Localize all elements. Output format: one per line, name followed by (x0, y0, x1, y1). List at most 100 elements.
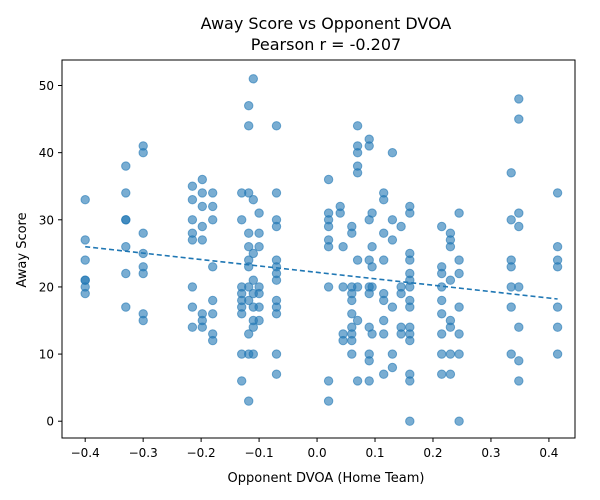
y-tick-label: 50 (39, 79, 54, 93)
data-point (197, 322, 208, 332)
x-tick-label: 0.3 (481, 446, 500, 460)
data-point (323, 174, 334, 185)
data-point (514, 356, 524, 366)
data-point (248, 275, 259, 285)
data-point (552, 262, 563, 272)
data-point (271, 121, 282, 131)
data-point (335, 208, 345, 218)
trend-line (85, 245, 558, 300)
data-point (454, 302, 464, 312)
data-point (187, 235, 198, 245)
data-point (379, 329, 389, 339)
data-point (405, 335, 415, 346)
data-point (271, 369, 282, 379)
data-point (197, 235, 208, 245)
data-point (197, 221, 208, 232)
data-point (352, 282, 363, 292)
data-point (121, 215, 131, 225)
data-point (323, 221, 334, 232)
data-point (445, 322, 456, 332)
x-tick-label: 0.1 (365, 446, 384, 460)
data-point (437, 295, 447, 306)
data-point (454, 416, 464, 426)
data-point (244, 329, 254, 339)
data-point (254, 315, 264, 326)
data-point (138, 148, 148, 158)
data-point (387, 235, 398, 245)
data-point (405, 376, 415, 386)
data-point (254, 242, 264, 252)
data-point (445, 369, 456, 379)
data-point (437, 329, 447, 339)
data-point (208, 201, 218, 212)
data-point (248, 248, 259, 259)
data-point (197, 174, 208, 185)
data-point (352, 255, 363, 265)
data-point (437, 309, 447, 319)
data-point (514, 221, 524, 232)
scatter-points (80, 74, 563, 426)
data-point (379, 369, 389, 379)
data-point (454, 349, 464, 359)
y-tick-label: 40 (39, 146, 54, 160)
data-point (121, 161, 131, 171)
data-point (552, 188, 563, 198)
data-point (254, 228, 264, 238)
data-point (454, 329, 464, 339)
plot-area: −0.4 −0.3 −0.2 −0.1 0.0 0.1 0.2 0.3 0.4 0 10 20 30 4… (39, 59, 576, 460)
data-point (80, 255, 90, 265)
y-axis-ticks: 0 10 20 30 40 50 (39, 79, 62, 429)
data-point (367, 282, 377, 292)
data-point (454, 208, 464, 218)
data-point (364, 356, 374, 366)
data-point (244, 282, 254, 292)
data-point (138, 268, 148, 279)
data-point (396, 288, 406, 299)
data-point (208, 309, 218, 319)
data-point (208, 215, 218, 225)
data-point (208, 335, 218, 346)
data-point (323, 396, 334, 406)
data-point (248, 195, 259, 205)
data-point (437, 349, 447, 359)
data-point (514, 376, 524, 386)
data-point (387, 362, 398, 373)
data-point (271, 188, 282, 198)
data-point (121, 302, 131, 312)
data-point (367, 208, 377, 218)
x-tick-label: −0.4 (71, 446, 100, 460)
data-point (323, 282, 334, 292)
data-point (405, 302, 415, 312)
data-point (248, 322, 259, 332)
data-point (248, 349, 259, 359)
data-point (506, 349, 516, 359)
x-axis-label: Opponent DVOA (Home Team) (228, 471, 425, 486)
data-point (121, 242, 131, 252)
data-point (445, 242, 456, 252)
data-point (347, 228, 357, 238)
data-point (437, 268, 447, 279)
data-point (271, 275, 282, 285)
data-point (208, 188, 218, 198)
data-point (352, 121, 363, 131)
data-point (379, 228, 389, 238)
data-point (445, 275, 456, 285)
data-point (367, 262, 377, 272)
data-point (237, 309, 247, 319)
x-tick-label: 0.4 (539, 446, 558, 460)
data-point (379, 255, 389, 265)
y-axis-label: Away Score (15, 212, 30, 287)
data-point (121, 268, 131, 279)
data-point (552, 322, 563, 332)
data-point (187, 215, 198, 225)
data-point (197, 188, 208, 198)
data-point (347, 309, 357, 319)
x-tick-label: 0.0 (308, 446, 327, 460)
data-point (387, 215, 398, 225)
data-point (248, 74, 259, 84)
y-tick-label: 20 (39, 280, 54, 294)
data-point (338, 335, 348, 346)
data-point (437, 221, 447, 232)
data-point (254, 302, 264, 312)
